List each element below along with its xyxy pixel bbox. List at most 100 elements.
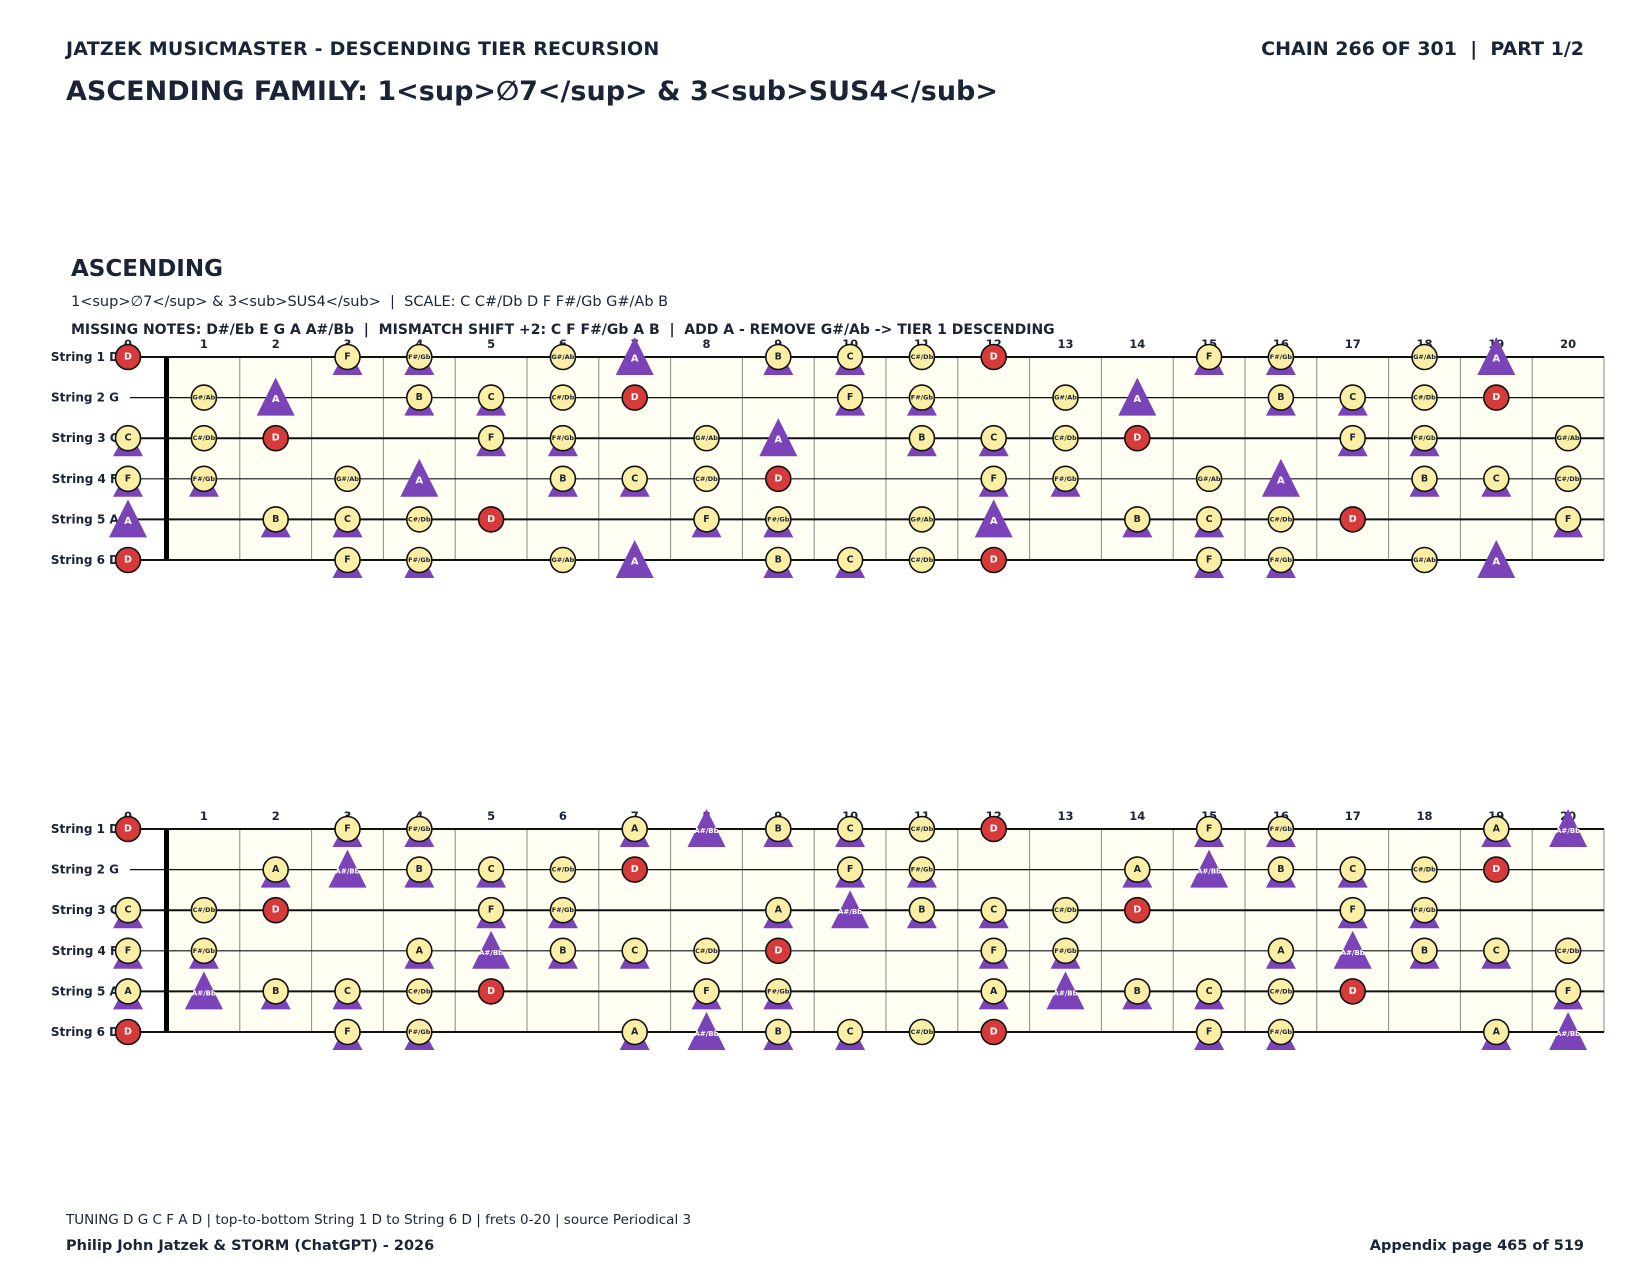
- triangle-shape: [1046, 971, 1085, 1010]
- note-label: F#/Gb: [1054, 475, 1077, 483]
- author-credit: Philip John Jatzek & STORM (ChatGPT) - 2…: [66, 1238, 435, 1254]
- note-label: B: [775, 824, 782, 835]
- note-circle: [1267, 937, 1295, 965]
- note-label: B: [416, 864, 423, 875]
- note-circle: [477, 856, 505, 883]
- scale-note-marker: C#/Db: [908, 546, 936, 574]
- root-note-marker: D: [262, 896, 290, 924]
- shift-note-marker: A: [109, 499, 147, 538]
- scale-note-marker: C#/Db: [1554, 937, 1582, 965]
- string-label: String 4 F: [52, 472, 118, 486]
- note-circle: [190, 424, 218, 452]
- note-circle: [334, 1018, 361, 1046]
- note-label: F: [488, 433, 495, 444]
- note-circle: [549, 424, 577, 452]
- note-circle: [764, 506, 792, 533]
- note-circle: [114, 546, 142, 574]
- note-label: F: [488, 905, 495, 916]
- note-label: C: [631, 473, 638, 484]
- fret-number: 5: [487, 809, 495, 823]
- note-circle: [621, 1018, 649, 1046]
- note-label: F#/Gb: [1270, 1028, 1293, 1036]
- note-circle: [114, 424, 142, 452]
- scale-note-marker: B: [763, 343, 794, 375]
- note-label: D: [272, 905, 280, 916]
- note-circle: [1267, 506, 1295, 533]
- scale-note-marker: C: [1194, 506, 1225, 538]
- scale-note-marker: B: [1409, 937, 1440, 969]
- note-circle: [836, 856, 864, 883]
- note-circle: [405, 937, 433, 965]
- note-label: C#/Db: [552, 866, 575, 874]
- scale-note-marker: C#/Db: [190, 424, 218, 452]
- shift-note-marker: A: [1118, 377, 1157, 416]
- scale-note-marker: G#/Ab: [908, 506, 936, 533]
- note-circle: [764, 343, 792, 371]
- scale-note-marker: C: [619, 465, 650, 497]
- string-label: String 3 C: [51, 431, 118, 445]
- note-label: B: [559, 945, 566, 956]
- note-label: D: [1492, 392, 1500, 403]
- note-circle: [1339, 856, 1366, 883]
- section-subtitle: 1<sup>∅7</sup> & 3<sub>SUS4</sub> | SCAL…: [71, 294, 669, 310]
- note-label: C#/Db: [911, 353, 934, 361]
- note-label: D: [124, 1027, 132, 1038]
- scale-note-marker: G#/Ab: [190, 384, 218, 411]
- fretboard-diagram-2: String 1 D String 2 G String 3 C String 4 F…: [51, 809, 1605, 1050]
- scale-note-marker: C: [1194, 978, 1225, 1010]
- note-circle: [1411, 937, 1438, 965]
- note-label: F: [990, 945, 997, 956]
- string-label: String 4 F: [52, 944, 118, 958]
- scale-note-marker: C#/Db: [1052, 896, 1079, 924]
- scale-note-marker: G#/Ab: [1052, 384, 1079, 411]
- note-circle: [1411, 465, 1438, 493]
- root-note-marker: D: [1483, 384, 1510, 411]
- scale-note-marker: C: [476, 384, 507, 416]
- scale-note-marker: A: [404, 937, 435, 969]
- scale-note-marker: B: [1122, 506, 1153, 538]
- note-circle: [190, 937, 218, 965]
- note-circle: [114, 343, 142, 371]
- note-label: C#/Db: [1413, 394, 1436, 402]
- note-label: C#/Db: [408, 515, 431, 523]
- note-label: A: [124, 516, 132, 527]
- note-circle: [764, 1018, 792, 1046]
- scale-note-marker: B: [763, 815, 794, 847]
- note-circle: [764, 815, 792, 843]
- scale-note-marker: F: [332, 815, 363, 847]
- note-circle: [114, 978, 142, 1005]
- scale-note-marker: F#/Gb: [1409, 424, 1440, 457]
- scale-note-marker: C: [835, 546, 866, 578]
- note-label: C: [344, 514, 351, 525]
- scale-note-marker: C#/Db: [549, 856, 577, 883]
- triangle-shape: [472, 930, 511, 969]
- fret-number: 13: [1057, 809, 1073, 823]
- note-circle: [1411, 896, 1438, 924]
- scale-note-marker: C: [835, 815, 866, 847]
- shift-note-marker: A#/Bb: [1046, 971, 1085, 1010]
- note-circle: [477, 424, 505, 452]
- note-circle: [1124, 856, 1151, 883]
- fret-number: 13: [1057, 337, 1073, 351]
- scale-note-marker: F: [1553, 978, 1584, 1010]
- note-label: D: [990, 352, 998, 363]
- note-circle: [262, 506, 290, 533]
- scale-note-marker: C: [332, 978, 363, 1010]
- fret-number: 14: [1129, 809, 1145, 823]
- note-circle: [1195, 815, 1223, 843]
- note-circle: [114, 937, 142, 965]
- note-circle: [405, 1018, 433, 1046]
- scale-note-marker: F: [332, 343, 363, 375]
- note-circle: [764, 978, 792, 1005]
- scale-note-marker: F: [1194, 1018, 1225, 1050]
- scale-note-marker: F: [691, 506, 722, 538]
- note-label: F: [125, 945, 132, 956]
- note-circle: [980, 424, 1008, 452]
- shift-note-marker: A#/Bb: [1549, 809, 1588, 847]
- note-circle: [114, 896, 142, 924]
- note-circle: [1052, 424, 1079, 452]
- note-circle: [908, 856, 936, 883]
- note-label: F#/Gb: [1413, 906, 1436, 914]
- triangle-shape: [1549, 1012, 1588, 1050]
- note-label: A: [124, 986, 132, 997]
